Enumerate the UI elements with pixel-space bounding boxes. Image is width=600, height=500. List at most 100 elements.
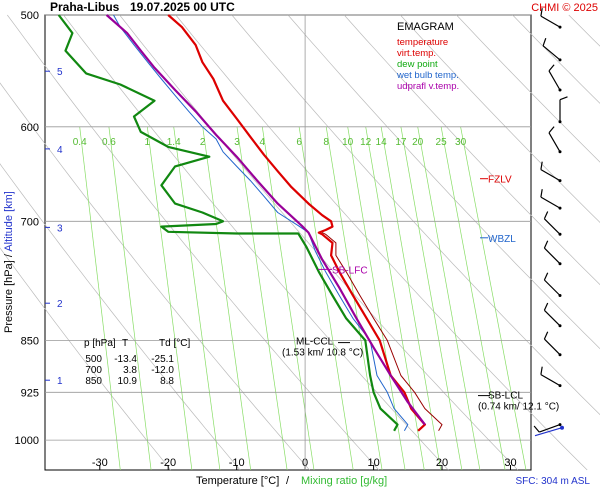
pressure-tick-label: 500 (21, 10, 39, 22)
wind-barb-base (558, 206, 562, 210)
altitude-tick-label: 1 (57, 376, 63, 387)
legend-entry: temperature (397, 37, 448, 48)
legend-entry: dew point (397, 59, 438, 70)
wind-barb (540, 161, 562, 183)
pressure-tick-label: 925 (21, 387, 39, 399)
wind-barb-base (558, 120, 562, 124)
wind-barb-shaft (548, 70, 561, 91)
sounding-datetime: 19.07.2025 00 UTC (130, 0, 235, 14)
x-tick-label: -30 (92, 457, 108, 469)
mixing-ratio-line (261, 126, 315, 471)
dry-adiabat (0, 247, 171, 471)
table-cell: 700 (85, 365, 102, 376)
wind-barb-shaft (543, 218, 561, 235)
mixing-ratio-label: 0.4 (73, 137, 87, 148)
level-sublabel: (1.53 km/ 10.8 °C) (282, 348, 363, 359)
wind-barb (542, 37, 562, 62)
mixing-ratio-line (298, 126, 354, 471)
wind-barb (543, 272, 562, 297)
surface-wind-dot (560, 425, 564, 430)
wind-barb-shaft (540, 196, 561, 209)
wind-barb-base (558, 232, 562, 236)
x-axis-title: Temperature [°C] / Mixing ratio [g/kg] (196, 475, 387, 487)
dry-adiabat (568, 14, 600, 47)
level-label: FZLV (488, 175, 512, 186)
mixing-ratio-line (347, 126, 406, 471)
mixing-ratio-line (202, 126, 252, 471)
chart-title: EMAGRAM (397, 21, 454, 33)
wind-barb-flag (540, 8, 543, 17)
wind-barb (533, 423, 562, 433)
mixing-ratio-label: 3 (234, 137, 240, 148)
table-cell: 500 (85, 354, 102, 365)
table-cell: -25.1 (151, 354, 174, 365)
wind-barb-flag (540, 161, 543, 170)
wind-barb-shaft (539, 424, 561, 433)
plot-series (57, 14, 443, 432)
table-cell: 3.8 (123, 365, 137, 376)
dry-adiabat (231, 14, 600, 416)
wind-barb (540, 366, 562, 388)
wind-barb-flag (559, 96, 568, 101)
level-label: SB-LFC (332, 265, 368, 276)
x-axis-separator: / (286, 475, 290, 487)
wind-barb (548, 126, 562, 154)
wind-barb-shaft (540, 374, 561, 387)
table-cell: 8.8 (160, 376, 174, 387)
level-sublabel: (0.74 km/ 12.1 °C) (478, 402, 559, 413)
series-line (105, 14, 426, 426)
wind-barb (558, 96, 568, 124)
wind-barb-base (558, 324, 562, 328)
wind-barb (543, 331, 562, 357)
altitude-tick-label: 4 (57, 145, 63, 156)
wind-barb (543, 211, 562, 236)
mixing-ratio-label: 12 (360, 137, 372, 148)
wind-barb-shaft (543, 247, 561, 265)
series-line (321, 232, 443, 432)
wind-barb-shaft (543, 338, 561, 356)
table-header: p [hPa] (84, 338, 116, 349)
altitude-tick-label: 2 (57, 299, 63, 310)
table-header: T (122, 338, 128, 349)
pressure-tick-label: 850 (21, 335, 39, 347)
wind-barb (543, 240, 562, 266)
altitude-tick-label: 3 (57, 223, 63, 234)
mixing-ratio-line (236, 126, 288, 471)
wind-barb-base (558, 150, 562, 154)
legend-entry: wet bulb temp. (396, 70, 459, 81)
x-tick-label: -10 (229, 457, 245, 469)
plot-annotations: FZLV WBZL SB-LFC ML-CCL(1.53 km/ 10.8 °C) SB… (84, 8, 568, 437)
dry-adiabat (7, 14, 380, 471)
dry-adiabat (63, 14, 449, 471)
surface-elevation: SFC: 304 m ASL (516, 476, 591, 487)
wind-barb-flag (543, 211, 549, 220)
x-axis-label: Temperature [°C] (196, 475, 279, 487)
wind-barb-shaft (542, 45, 561, 61)
wind-barb-shaft (548, 132, 561, 153)
station-name: Praha-Libus (50, 0, 120, 14)
y-axis-separator-slash: / (3, 253, 15, 257)
level-label: SB-LCL (488, 391, 523, 402)
plot-grid: 0.4 0.6 1 1.4 2 3 4 6 8 10 12 14 17 20 25 3050060070085… (0, 10, 600, 471)
x-tick-label: -20 (160, 457, 176, 469)
wind-barb-flag (548, 64, 555, 72)
wind-barb-base (558, 25, 562, 29)
wind-barb-shaft (543, 309, 561, 327)
table-cell: -12.0 (151, 365, 174, 376)
mixing-ratio-line (79, 126, 121, 471)
copyright: CHMI © 2025 (531, 2, 598, 14)
mixing-ratio-line (146, 126, 193, 471)
x-axis-label-secondary: Mixing ratio [g/kg] (301, 475, 387, 487)
mixing-ratio-line (440, 126, 506, 471)
x-tick-label: 20 (436, 457, 448, 469)
wind-barb-base (558, 58, 562, 62)
mixing-ratio-line (380, 126, 442, 471)
wind-barb-flag (543, 240, 549, 249)
mixing-ratio-label: 2 (200, 137, 206, 148)
dry-adiabat (287, 14, 600, 350)
dry-adiabat (0, 82, 310, 471)
table-cell: -13.4 (114, 354, 137, 365)
wind-barb-flag (533, 425, 540, 433)
